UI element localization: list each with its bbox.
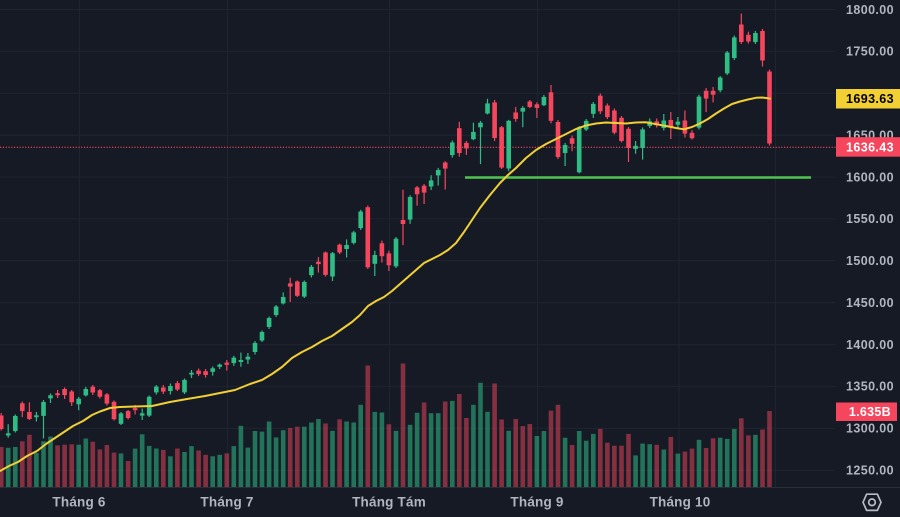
svg-text:1400.00: 1400.00 — [846, 338, 894, 352]
svg-text:1693.63: 1693.63 — [846, 92, 894, 106]
svg-text:1500.00: 1500.00 — [846, 254, 894, 268]
svg-text:1.635B: 1.635B — [849, 405, 891, 419]
svg-text:Tháng 9: Tháng 9 — [510, 495, 563, 510]
svg-text:1300.00: 1300.00 — [846, 422, 894, 436]
svg-text:1350.00: 1350.00 — [846, 380, 894, 394]
svg-text:Tháng 10: Tháng 10 — [650, 495, 711, 510]
svg-text:1636.43: 1636.43 — [846, 140, 894, 154]
svg-text:1450.00: 1450.00 — [846, 296, 894, 310]
svg-text:Tháng 6: Tháng 6 — [52, 495, 105, 510]
svg-text:1800.00: 1800.00 — [846, 3, 894, 17]
svg-text:Tháng Tám: Tháng Tám — [352, 495, 426, 510]
svg-text:1600.00: 1600.00 — [846, 170, 894, 184]
svg-text:1250.00: 1250.00 — [846, 464, 894, 478]
svg-text:Tháng 7: Tháng 7 — [200, 495, 253, 510]
svg-text:1550.00: 1550.00 — [846, 212, 894, 226]
svg-text:1750.00: 1750.00 — [846, 45, 894, 59]
